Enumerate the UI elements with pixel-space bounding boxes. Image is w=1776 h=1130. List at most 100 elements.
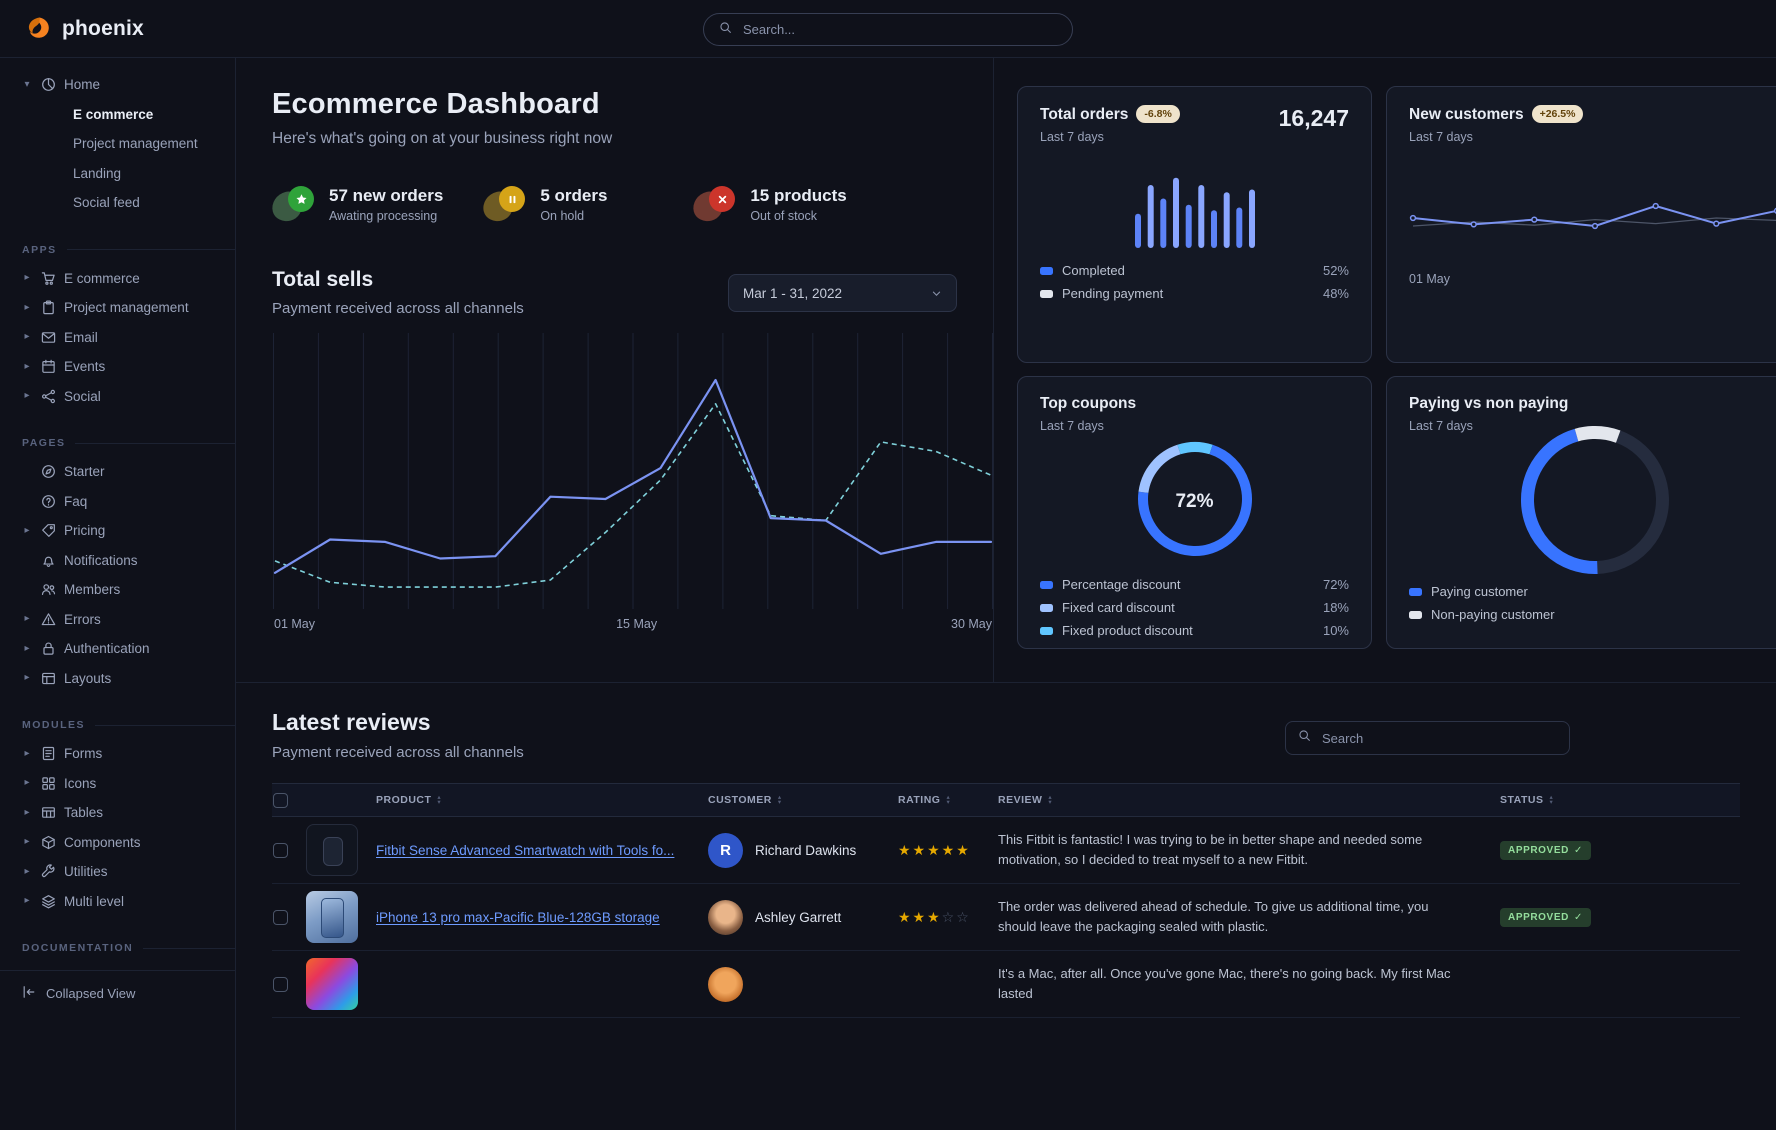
reviews-search[interactable]	[1285, 721, 1570, 755]
phoenix-logo-icon	[26, 15, 53, 42]
dashboard-top-section: Ecommerce Dashboard Here's what's going …	[236, 58, 1776, 683]
brand-name: phoenix	[62, 16, 144, 40]
sidebar-item-e-commerce[interactable]: E commerce	[73, 106, 154, 122]
collapse-label: Collapsed View	[46, 986, 136, 1001]
x-axis-label: 15 May	[616, 617, 658, 631]
product-thumbnail[interactable]	[306, 891, 358, 943]
column-header-rating[interactable]: RATING ▴ ▾	[898, 794, 998, 806]
sidebar-item-icons[interactable]: ▸ Icons	[0, 769, 235, 799]
chevron-right-icon: ▸	[24, 895, 30, 907]
column-header-customer[interactable]: CUSTOMER ▴ ▾	[708, 794, 898, 806]
users-icon	[40, 582, 56, 598]
sidebar-item-notifications[interactable]: Notifications	[0, 546, 235, 576]
sidebar-item-email[interactable]: ▸ Email	[0, 323, 235, 353]
legend-label: Completed	[1062, 263, 1125, 278]
collapse-sidebar-button[interactable]: Collapsed View	[0, 970, 235, 1016]
tag-icon	[40, 523, 56, 539]
sidebar-item-faq[interactable]: Faq	[0, 487, 235, 517]
new-customers-chart	[1409, 202, 1776, 230]
sidebar-section-title: PAGES	[22, 437, 66, 449]
chevron-right-icon: ▸	[24, 390, 30, 402]
product-link[interactable]: Fitbit Sense Advanced Smartwatch with To…	[376, 842, 675, 858]
sidebar-item-label: Home	[64, 77, 101, 93]
column-header-product[interactable]: PRODUCT ▴ ▾	[376, 794, 708, 806]
search-icon	[1298, 729, 1311, 747]
question-icon	[40, 493, 56, 509]
sidebar-item-e-commerce[interactable]: ▸ E commerce	[0, 264, 235, 294]
customer-avatar[interactable]	[708, 899, 743, 935]
sidebar-item-events[interactable]: ▸ Events	[0, 352, 235, 382]
top-coupons-center-value: 72%	[1175, 490, 1214, 512]
sidebar-item-multi-level[interactable]: ▸ Multi level	[0, 887, 235, 917]
sidebar-section-modules: MODULES	[0, 719, 235, 731]
sidebar-item-social[interactable]: ▸ Social	[0, 382, 235, 412]
sidebar-item-project-management[interactable]: Project management	[73, 136, 198, 152]
stat-caption: On hold	[540, 208, 585, 223]
date-range-select[interactable]: Mar 1 - 31, 2022	[728, 274, 957, 312]
top-coupons-legend-item: Fixed card discount 18%	[1040, 598, 1349, 617]
select-all-checkbox[interactable]	[273, 792, 288, 808]
sort-icon: ▴ ▾	[946, 794, 951, 806]
legend-swatch	[1040, 580, 1053, 589]
sidebar-item-errors[interactable]: ▸ Errors	[0, 605, 235, 635]
customer-avatar[interactable]: R	[708, 832, 743, 868]
sidebar-item-label: Pricing	[64, 523, 106, 539]
legend-label: Percentage discount	[1062, 577, 1181, 592]
sidebar-item-project-management[interactable]: ▸ Project management	[0, 293, 235, 323]
sidebar-item-tables[interactable]: ▸ Tables	[0, 798, 235, 828]
reviews-table-body: Fitbit Sense Advanced Smartwatch with To…	[272, 817, 1740, 1018]
section-divider	[75, 442, 235, 444]
sidebar-item-members[interactable]: Members	[0, 575, 235, 605]
column-header-label: PRODUCT	[376, 794, 432, 806]
legend-swatch	[1040, 289, 1053, 298]
sidebar-item-authentication[interactable]: ▸ Authentication	[0, 634, 235, 664]
status-cell: APPROVED ✓	[1500, 907, 1740, 927]
legend-value: 10%	[1322, 623, 1349, 638]
product-link[interactable]: iPhone 13 pro max-Pacific Blue-128GB sto…	[376, 909, 660, 925]
sidebar-item-components[interactable]: ▸ Components	[0, 828, 235, 858]
header-checkbox-cell	[272, 792, 306, 808]
latest-reviews-title: Latest reviews	[272, 709, 431, 735]
product-thumbnail[interactable]	[306, 958, 358, 1010]
legend-label: Fixed card discount	[1062, 600, 1175, 615]
summary-cards: Total orders -6.8% Last 7 days 16,247 Com…	[994, 58, 1776, 682]
sidebar-item-pricing[interactable]: ▸ Pricing	[0, 516, 235, 546]
column-header-review[interactable]: REVIEW ▴ ▾	[998, 794, 1500, 806]
review-text: The order was delivered ahead of schedul…	[998, 898, 1429, 934]
row-checkbox[interactable]	[273, 976, 288, 992]
customer-avatar[interactable]	[708, 966, 743, 1002]
sidebar-item-landing[interactable]: Landing	[73, 165, 122, 181]
column-header-status[interactable]: STATUS ▴ ▾	[1500, 794, 1740, 806]
chevron-right-icon: ▸	[24, 301, 30, 313]
row-checkbox-cell	[272, 976, 306, 992]
column-header-label: RATING	[898, 794, 941, 806]
sidebar-item-label: Starter	[64, 464, 105, 480]
sidebar-item-utilities[interactable]: ▸ Utilities	[0, 857, 235, 887]
sidebar-item-label: Events	[64, 359, 106, 375]
sidebar-item-forms[interactable]: ▸ Forms	[0, 739, 235, 769]
sidebar-item-social-feed[interactable]: Social feed	[73, 195, 140, 211]
clipboard-icon	[40, 300, 56, 316]
reviews-search-input[interactable]	[1320, 729, 1557, 747]
wrench-icon	[40, 864, 56, 880]
row-checkbox[interactable]	[273, 842, 288, 858]
total-sells-chart: 01 May 15 May 30 May	[272, 333, 994, 635]
global-search[interactable]	[703, 13, 1073, 46]
sidebar-item-home[interactable]: ▾ Home	[0, 70, 235, 100]
stat-value: 15 products	[750, 185, 847, 205]
date-range-value: Mar 1 - 31, 2022	[743, 285, 843, 301]
sidebar-item-layouts[interactable]: ▸ Layouts	[0, 664, 235, 694]
global-search-input[interactable]	[741, 21, 1057, 38]
page-subtitle: Here's what's going on at your business …	[272, 130, 613, 147]
sidebar-item-label: Layouts	[64, 670, 112, 686]
sidebar-nav: ▾ Home E commerce Project management Landing…	[0, 70, 235, 954]
sidebar-item-starter[interactable]: Starter	[0, 457, 235, 487]
product-thumbnail[interactable]	[306, 824, 358, 876]
form-icon	[40, 746, 56, 762]
row-checkbox[interactable]	[273, 909, 288, 925]
sidebar-item-label: Utilities	[64, 864, 108, 880]
layers-icon	[40, 893, 56, 909]
brand[interactable]: phoenix	[26, 15, 144, 42]
reviews-table-header: PRODUCT ▴ ▾ CUSTOMER ▴ ▾ RATING ▴ ▾ REVIEW ▴ ▾ STATU…	[272, 783, 1740, 817]
lock-icon	[40, 641, 56, 657]
